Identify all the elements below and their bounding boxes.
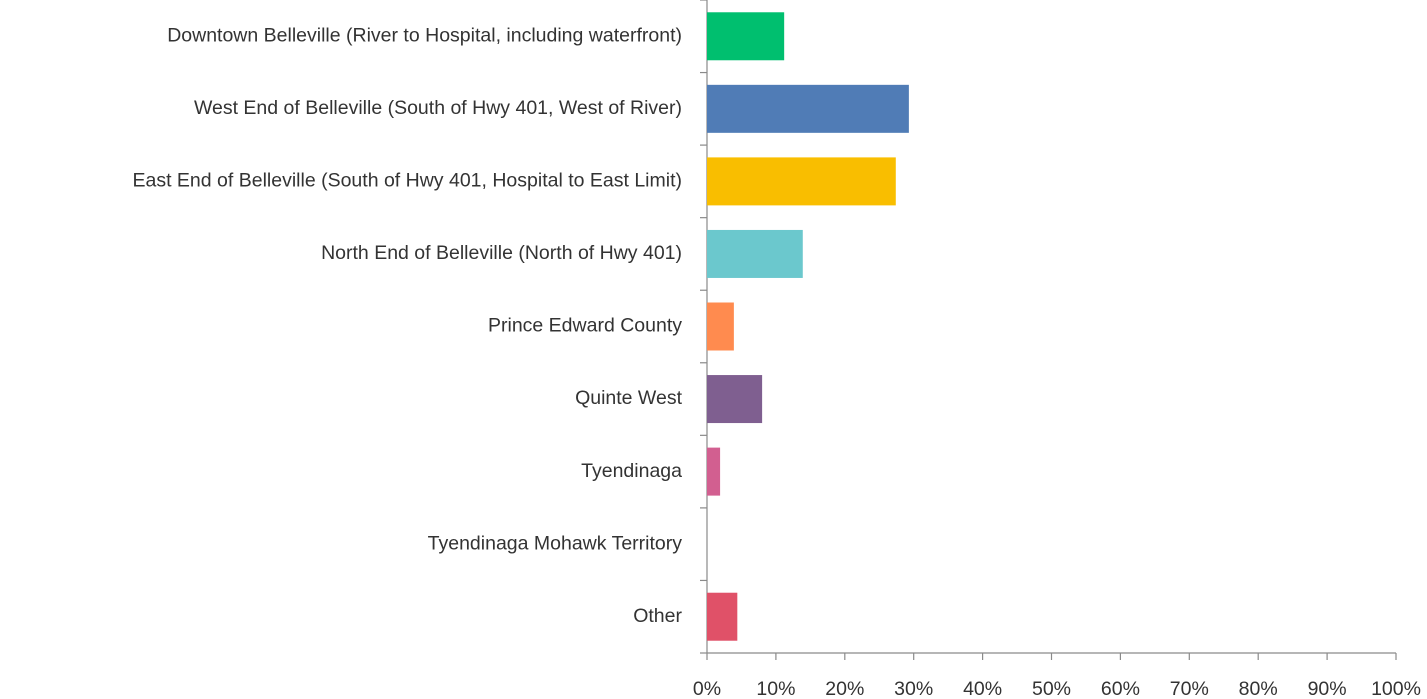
x-tick-label: 30% (894, 678, 933, 699)
bar (707, 84, 909, 133)
category-label: Tyendinaga Mohawk Territory (428, 532, 683, 554)
x-tick-label: 20% (825, 678, 864, 699)
category-label: Prince Edward County (488, 315, 682, 337)
bar (707, 157, 896, 206)
category-label: Tyendinaga (581, 460, 682, 482)
bar (707, 592, 738, 641)
x-tick-label: 40% (963, 678, 1002, 699)
x-tick-label: 50% (1032, 678, 1071, 699)
x-tick-label: 70% (1170, 678, 1209, 699)
x-tick-label: 90% (1308, 678, 1347, 699)
bar (707, 12, 785, 61)
category-label: Other (633, 605, 682, 627)
category-label: East End of Belleville (South of Hwy 401… (132, 170, 682, 192)
bar (707, 229, 803, 278)
bar (707, 302, 734, 351)
category-label: West End of Belleville (South of Hwy 401… (194, 97, 682, 119)
category-label: North End of Belleville (North of Hwy 40… (321, 242, 682, 264)
category-label: Quinte West (575, 387, 683, 409)
bar (707, 375, 763, 424)
x-tick-label: 0% (693, 678, 721, 699)
x-tick-label: 80% (1239, 678, 1278, 699)
x-tick-label: 60% (1101, 678, 1140, 699)
x-tick-label: 100% (1371, 678, 1421, 699)
category-label: Downtown Belleville (River to Hospital, … (167, 24, 682, 46)
bar (707, 447, 721, 496)
x-tick-label: 10% (756, 678, 795, 699)
